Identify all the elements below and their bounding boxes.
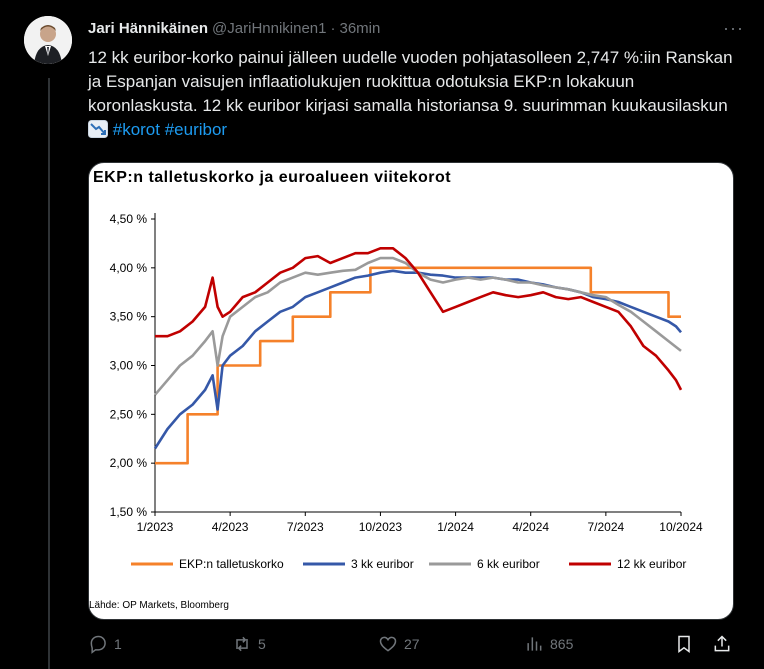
x-tick-label: 7/2024 <box>588 520 625 534</box>
heart-icon <box>379 636 397 652</box>
views-icon <box>527 637 542 651</box>
x-tick-label: 10/2024 <box>659 520 703 534</box>
chart-image[interactable]: EKP:n talletuskorko ja euroalueen viitek… <box>88 162 734 620</box>
share-icon <box>714 635 730 652</box>
chart-source: Lähde: OP Markets, Bloomberg <box>89 600 229 611</box>
legend-label: 6 kk euribor <box>477 557 540 571</box>
series-line-4 <box>155 247 683 391</box>
legend-label: 12 kk euribor <box>617 557 686 571</box>
y-tick-label: 4,00 % <box>110 261 148 275</box>
hashtag-korot[interactable]: #korot <box>112 120 160 139</box>
tweet-header: Jari Hännikäinen @JariHnnikinen1 · 36min <box>88 20 380 37</box>
separator: · <box>330 20 336 37</box>
author-name[interactable]: Jari Hännikäinen <box>88 20 209 37</box>
bookmark-button[interactable] <box>674 634 694 654</box>
views-count: 865 <box>550 636 574 652</box>
x-tick-label: 1/2023 <box>137 520 174 534</box>
repost-count: 5 <box>258 636 266 652</box>
repost-icon <box>236 636 248 652</box>
series-line-1 <box>155 266 681 465</box>
chart-decreasing-icon <box>88 120 108 138</box>
tweet-body: 12 kk euribor-korko painui jälleen uudel… <box>88 48 733 115</box>
reply-button[interactable]: 1 <box>88 634 122 654</box>
x-tick-label: 4/2023 <box>212 520 249 534</box>
like-count: 27 <box>404 636 420 652</box>
like-button[interactable]: 27 <box>378 634 420 654</box>
x-tick-label: 7/2023 <box>287 520 324 534</box>
series-line-3 <box>154 256 682 396</box>
x-tick-label: 4/2024 <box>512 520 549 534</box>
y-tick-label: 4,50 % <box>110 212 148 226</box>
author-handle[interactable]: @JariHnnikinen1 <box>212 20 327 37</box>
series-line-2 <box>153 269 682 450</box>
chart-title: EKP:n talletuskorko ja euroalueen viitek… <box>93 169 452 186</box>
timestamp[interactable]: 36min <box>339 20 381 37</box>
hashtag-euribor[interactable]: #euribor <box>164 120 228 139</box>
avatar[interactable] <box>24 16 72 64</box>
y-tick-label: 3,00 % <box>110 359 148 373</box>
tweet-text: 12 kk euribor-korko painui jälleen uudel… <box>88 46 738 142</box>
x-tick-label: 10/2023 <box>359 520 403 534</box>
thread-line <box>48 78 50 669</box>
y-tick-label: 2,00 % <box>110 456 148 470</box>
y-tick-label: 3,50 % <box>110 310 148 324</box>
y-tick-label: 1,50 % <box>110 505 148 519</box>
y-tick-label: 2,50 % <box>110 407 148 421</box>
repost-button[interactable]: 5 <box>232 634 266 654</box>
views-button[interactable]: 865 <box>524 634 573 654</box>
reply-icon <box>90 635 106 654</box>
x-tick-label: 1/2024 <box>437 520 474 534</box>
line-chart: 4,50 % 4,00 % 3,50 % 3,00 % 2,50 % 2,00 % 1,50… <box>110 212 703 571</box>
action-bar: 1 5 27 865 <box>88 634 732 660</box>
legend-label: EKP:n talletuskorko <box>179 557 284 571</box>
reply-count: 1 <box>114 636 122 652</box>
more-options-icon[interactable]: ··· <box>723 18 744 38</box>
bookmark-icon <box>678 635 690 653</box>
legend-label: 3 kk euribor <box>351 557 414 571</box>
share-button[interactable] <box>712 634 732 654</box>
